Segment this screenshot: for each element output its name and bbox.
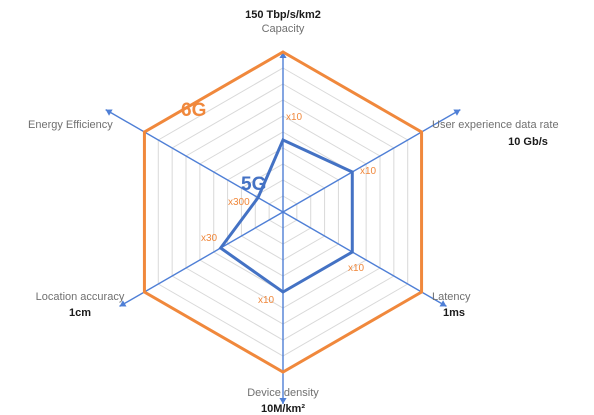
multiplier-label: x10	[258, 295, 275, 306]
axis-label: Location accuracy	[36, 291, 125, 303]
axis-spoke	[282, 108, 461, 213]
axis-target-label: 1cm	[69, 307, 91, 319]
axis-arrowhead	[279, 52, 287, 58]
multiplier-label: x300	[228, 197, 250, 208]
axis-target-label: 1ms	[443, 307, 465, 319]
axis-spoke	[119, 211, 284, 308]
series-5g-polygon	[218, 137, 354, 294]
axis-arrowhead	[453, 109, 461, 116]
axis-label: Energy Efficiency	[28, 119, 113, 131]
series-label-6g: 6G	[181, 100, 206, 121]
multiplier-label: x30	[201, 233, 218, 244]
axis-label: Device density	[247, 387, 319, 399]
axis-arrowhead	[439, 300, 447, 307]
axis-spokes	[105, 52, 461, 404]
series-layer	[142, 50, 424, 374]
axis-arrowhead	[105, 109, 113, 116]
multiplier-label: x10	[348, 263, 365, 274]
axis-arrowhead	[119, 300, 127, 307]
multiplier-label: x10	[360, 166, 377, 177]
axis-arrowhead	[279, 398, 287, 404]
series-label-5g: 5G	[241, 174, 266, 195]
axis-label: User experience data rate	[432, 119, 559, 131]
axis-spoke	[105, 108, 284, 213]
axis-label: Capacity	[262, 23, 305, 35]
axis-target-label: 10 Gb/s	[508, 136, 548, 148]
axis-target-label: 150 Tbp/s/km2	[245, 9, 321, 21]
axis-labels: Capacity 150 Tbp/s/km2 x10 User experience …	[28, 9, 559, 415]
axis-target-label: 10M/km²	[261, 403, 305, 415]
axis-label: Latency	[432, 291, 471, 303]
axis-spoke	[282, 211, 447, 308]
multiplier-label: x10	[286, 112, 303, 123]
